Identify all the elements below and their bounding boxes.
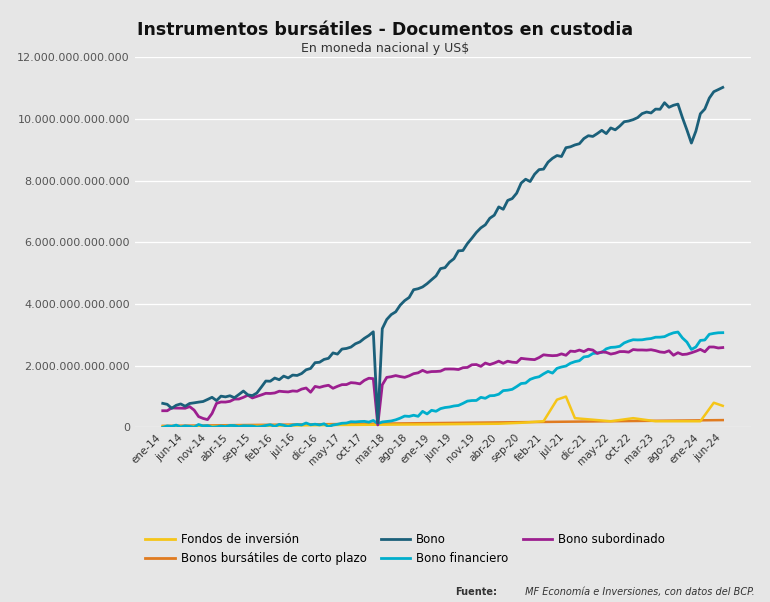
Text: Fuente:: Fuente: [454, 587, 497, 597]
Text: MF Economía e Inversiones, con datos del BCP.: MF Economía e Inversiones, con datos del… [522, 587, 755, 597]
Legend: Fondos de inversión, Bonos bursátiles de corto plazo, Bono, Bono financiero, Bon: Fondos de inversión, Bonos bursátiles de… [141, 529, 670, 569]
Text: Instrumentos bursátiles - Documentos en custodia: Instrumentos bursátiles - Documentos en … [137, 21, 633, 39]
Text: En moneda nacional y US$: En moneda nacional y US$ [301, 42, 469, 55]
